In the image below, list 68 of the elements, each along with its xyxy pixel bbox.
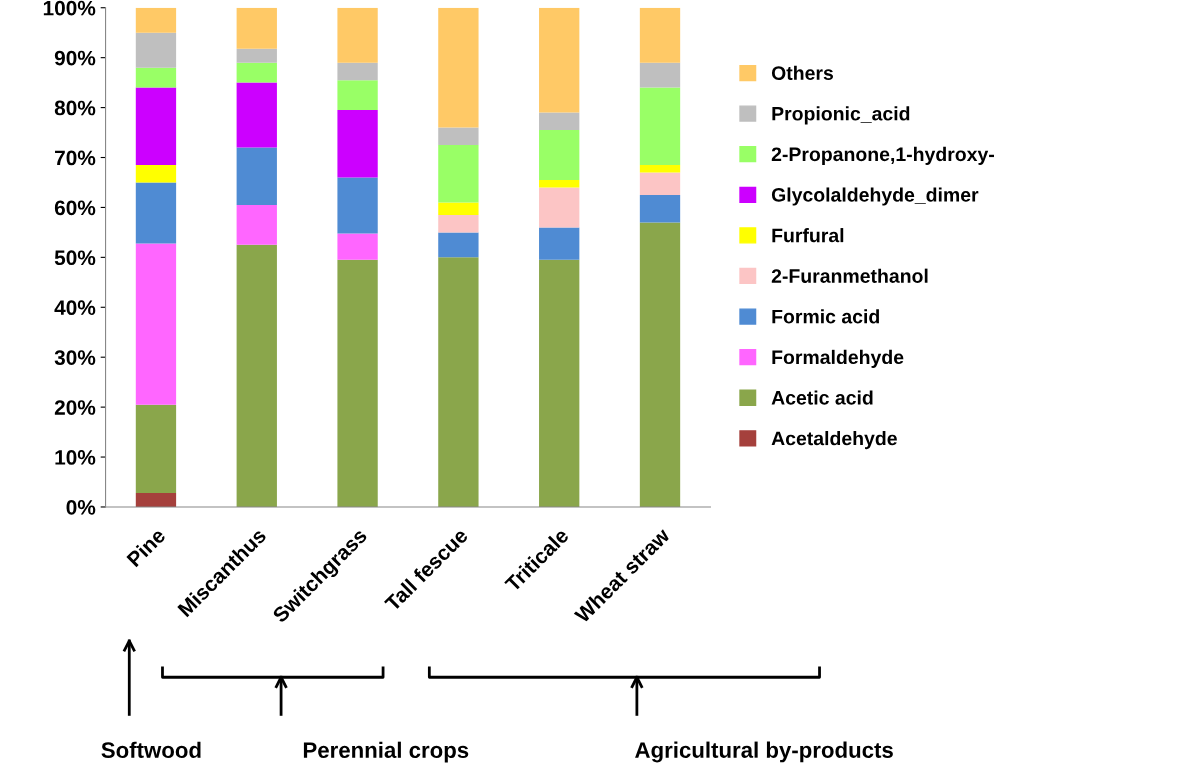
text: Softwood (101, 741, 201, 758)
bar (337, 110, 378, 178)
bar (236, 7, 277, 49)
bar (337, 259, 378, 507)
legend-label: Others (771, 65, 833, 80)
bar (337, 177, 378, 234)
y-tick-label: 60% (54, 200, 96, 216)
bar (639, 62, 681, 88)
bar (639, 7, 681, 63)
bar (337, 62, 378, 81)
bar (639, 165, 681, 173)
bar (438, 7, 479, 128)
bar (438, 127, 479, 146)
legend-label: Formaldehyde (772, 349, 904, 368)
y-tick-label: 10% (55, 450, 96, 465)
bar (438, 232, 479, 258)
bar (135, 7, 177, 33)
bar (236, 147, 277, 205)
legend-label: Propionic_acid (772, 106, 910, 125)
y-tick-label: 100% (43, 0, 96, 16)
bar (639, 87, 681, 165)
bar (135, 32, 177, 68)
text: Perennial crops (303, 741, 469, 763)
bar (639, 172, 681, 195)
y-tick-label: 70% (55, 150, 96, 166)
bar (438, 214, 479, 233)
bar (236, 82, 277, 148)
bar (236, 244, 277, 507)
bar (135, 165, 177, 183)
bar (539, 259, 580, 507)
bar (337, 233, 378, 260)
bar (135, 87, 177, 165)
bar (539, 130, 580, 180)
y-tick-label: 20% (54, 400, 96, 415)
y-tick-label: 30% (54, 350, 96, 365)
legend-label: Glycolaldehyde_dimer (771, 187, 979, 206)
legend-label: Furfural (772, 228, 844, 243)
bar (438, 202, 479, 215)
bar (135, 182, 177, 244)
bar (539, 7, 580, 113)
y-tick-label: 40% (54, 300, 96, 316)
bar (539, 179, 580, 188)
bar (236, 204, 277, 245)
legend-label: Formic acid (772, 309, 879, 324)
bar (539, 112, 580, 131)
bar (539, 227, 580, 260)
y-tick-label: 90% (54, 50, 96, 66)
y-tick-label: 50% (54, 250, 96, 266)
bar (135, 67, 177, 88)
bar (438, 257, 479, 507)
y-tick-label: 80% (54, 100, 96, 116)
bar (639, 222, 681, 507)
bar (236, 62, 277, 83)
y-tick-label: 0% (66, 499, 96, 515)
bar (236, 48, 277, 63)
bar (135, 404, 177, 493)
bar (539, 187, 580, 228)
bar (135, 243, 177, 405)
bar (135, 492, 177, 507)
text: Agricultural by-products (635, 741, 893, 763)
legend-label: 2-Furanmethanol (771, 268, 928, 283)
legend-label: Acetaldehyde (771, 431, 897, 450)
bar (438, 145, 479, 203)
legend-label: 2-Propanone,1-hydroxy- (771, 146, 994, 165)
legend-label: Acetic acid (771, 390, 873, 405)
bar (337, 7, 378, 63)
bar (639, 194, 681, 223)
bar (337, 80, 378, 111)
